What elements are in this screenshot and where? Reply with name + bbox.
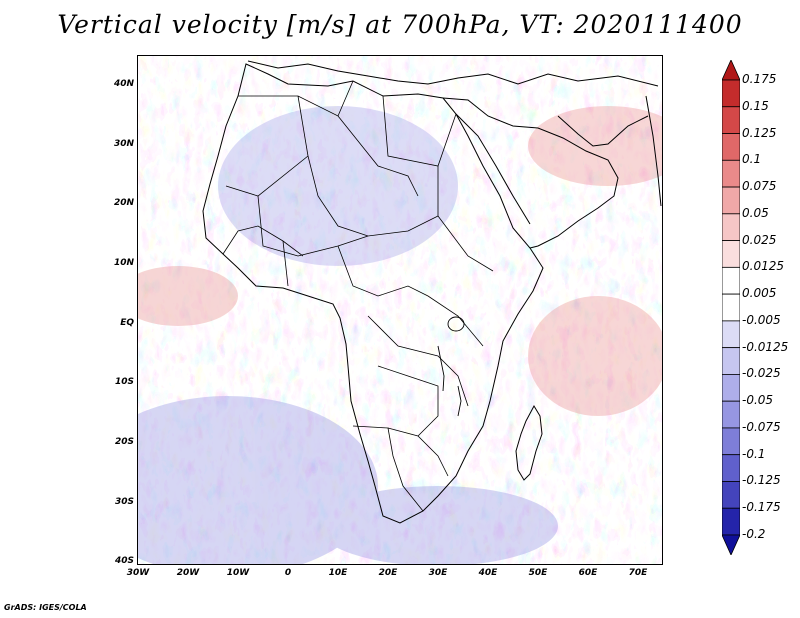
colorbar-tick-label: -0.125 xyxy=(742,473,781,488)
colorbar-swatch xyxy=(722,133,740,161)
madagascar-coastline xyxy=(515,404,543,481)
border-line xyxy=(337,245,484,347)
lon-tick-label: 30W xyxy=(126,568,150,578)
lon-tick-label: 0 xyxy=(284,568,292,578)
lon-tick-label: 20W xyxy=(176,568,200,578)
colorbar-tick-label: -0.025 xyxy=(742,366,781,381)
border-line xyxy=(367,315,469,407)
border-line xyxy=(437,166,494,272)
colorbar-swatch xyxy=(722,374,740,402)
colorbar-tick-label: -0.05 xyxy=(742,393,774,408)
persian-gulf xyxy=(557,115,649,147)
colorbar-tick-label: 0.15 xyxy=(742,98,769,113)
map-panel xyxy=(137,55,663,565)
africa-coastline xyxy=(202,63,544,524)
colorbar-swatch xyxy=(722,240,740,268)
colorbar-tick-label: -0.075 xyxy=(742,419,781,434)
colorbar-swatch xyxy=(722,320,740,349)
colorbar-bottom-arrow xyxy=(722,534,740,555)
colorbar-swatch xyxy=(722,213,740,241)
vertical-velocity-field xyxy=(138,56,662,564)
arabian-coastline xyxy=(442,97,619,249)
border-line xyxy=(307,155,439,237)
indian-coast xyxy=(645,95,662,207)
colorbar-tick-label: 0.1 xyxy=(742,152,762,167)
colorbar-tick-label: -0.175 xyxy=(742,500,781,515)
lake-malawi xyxy=(457,385,462,417)
colorbar-tick-label: 0.125 xyxy=(742,125,777,140)
border-line xyxy=(337,115,419,197)
map-svg xyxy=(138,56,662,564)
colorbar-tick-label: -0.005 xyxy=(742,312,781,327)
colorbar-tick-label: 0.005 xyxy=(742,286,777,301)
lon-tick-label: 20E xyxy=(378,568,398,578)
lat-tick-label: 10N xyxy=(113,258,134,268)
lon-tick-label: 70E xyxy=(628,568,648,578)
lakes xyxy=(437,316,465,417)
colorbar-swatch xyxy=(722,400,740,429)
lat-tick-label: EQ xyxy=(120,318,134,328)
colorbar-swatch xyxy=(722,106,740,134)
chart-title: Vertical velocity [m/s] at 700hPa, VT: 2… xyxy=(57,10,743,39)
border-line xyxy=(282,240,289,287)
lat-tick-label: 10S xyxy=(114,377,134,387)
border-line xyxy=(257,195,369,257)
lon-tick-label: 40E xyxy=(478,568,498,578)
lon-tick-label: 50E xyxy=(528,568,548,578)
lat-tick-label: 20N xyxy=(113,198,134,208)
border-line xyxy=(382,95,457,167)
colorbar-swatch xyxy=(722,266,740,295)
colorbar-tick-label: 0.075 xyxy=(742,179,777,194)
colorbar-swatch xyxy=(722,481,740,509)
lon-tick-label: 10W xyxy=(226,568,250,578)
lat-tick-label: 40S xyxy=(114,556,134,566)
colorbar-swatch xyxy=(722,347,740,375)
colorbar-tick-label: 0.05 xyxy=(742,205,769,220)
colorbar-tick-label: -0.1 xyxy=(742,446,766,461)
colorbar-swatch xyxy=(722,454,740,482)
colorbar-tick-label: -0.0125 xyxy=(742,339,789,354)
colorbar-swatch xyxy=(722,293,740,322)
border-line xyxy=(387,427,449,477)
colorbar-swatch xyxy=(722,427,740,456)
lat-tick-label: 20S xyxy=(114,437,134,447)
colorbar xyxy=(722,60,740,555)
lake-tanganyika xyxy=(437,345,445,392)
colorbar-tick-label: -0.2 xyxy=(742,527,766,541)
colorbar-swatch xyxy=(722,186,740,215)
country-borders xyxy=(222,80,494,512)
lake-victoria xyxy=(447,316,465,332)
lon-tick-label: 60E xyxy=(578,568,598,578)
coastlines xyxy=(202,60,662,524)
border-line xyxy=(352,425,424,512)
grads-credit: GrADS: IGES/COLA xyxy=(4,603,87,612)
colorbar-tick-label: 0.0125 xyxy=(742,259,784,274)
lat-tick-label: 30S xyxy=(114,497,134,507)
lat-tick-label: 30N xyxy=(113,139,134,149)
lon-tick-label: 30E xyxy=(428,568,448,578)
colorbar-swatch xyxy=(722,507,740,536)
red-sea-coast xyxy=(455,113,531,225)
colorbar-swatch xyxy=(722,159,740,188)
lat-tick-label: 40N xyxy=(113,79,134,89)
colorbar-tick-label: 0.175 xyxy=(742,72,777,86)
border-line xyxy=(222,225,304,257)
colorbar-top-arrow xyxy=(722,60,740,81)
mediterranean-north xyxy=(247,60,659,87)
border-line xyxy=(225,95,309,197)
border-line xyxy=(377,365,439,437)
colorbar-tick-label: 0.025 xyxy=(742,232,777,247)
lon-tick-label: 10E xyxy=(328,568,348,578)
border-line xyxy=(238,80,354,117)
colorbar-swatch xyxy=(722,79,740,108)
